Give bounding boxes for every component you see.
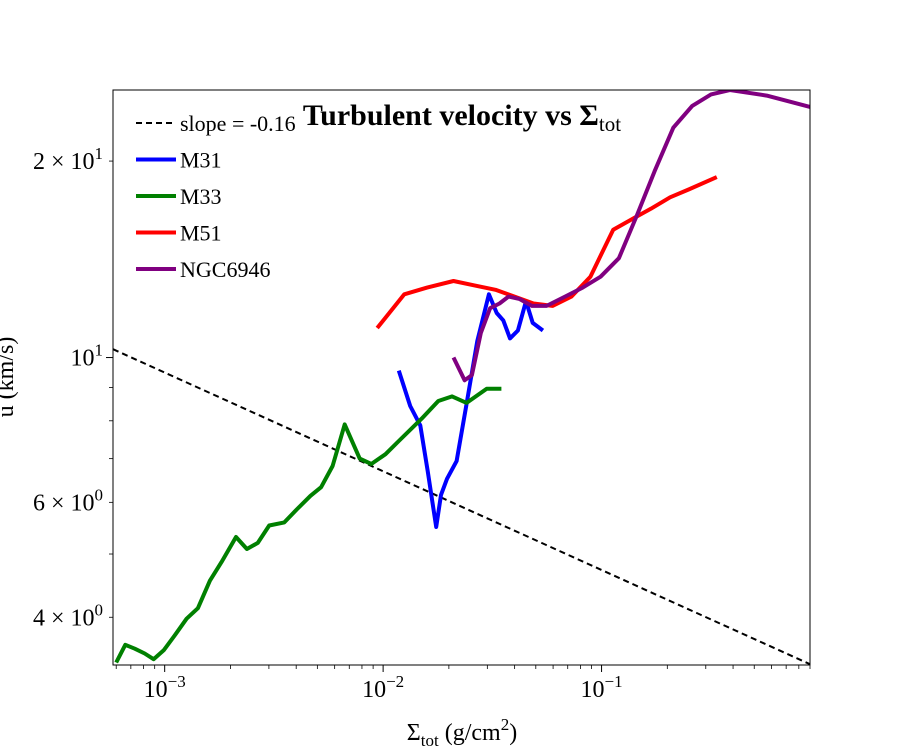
x-axis-label: Σtot (g/cm2) bbox=[407, 715, 517, 750]
series-layer bbox=[113, 90, 810, 665]
y-tick-label: 4 × 100 bbox=[33, 600, 103, 631]
y-tick-label: 101 bbox=[71, 341, 104, 372]
series-line-slope-0-16 bbox=[113, 348, 810, 665]
series-line-m33 bbox=[114, 386, 502, 664]
y-tick-label: 2 × 101 bbox=[33, 144, 103, 175]
axis-ticks: 10−3 10−2 10−1 4 × 100 6 × 100 101 2 × 101 bbox=[33, 144, 811, 703]
legend-label-slope-0-16: slope = -0.16 bbox=[180, 111, 296, 136]
legend-label-m33: M33 bbox=[180, 184, 222, 209]
x-tick-label: 10−1 bbox=[581, 672, 623, 703]
series-line-m51 bbox=[375, 175, 718, 330]
legend-label-m31: M31 bbox=[180, 148, 222, 173]
x-tick-label: 10−3 bbox=[144, 672, 186, 703]
legend: slope = -0.16 M31 M33 M51 NGC6946 bbox=[136, 111, 296, 282]
chart-title: Turbulent velocity vs Σtot bbox=[303, 99, 621, 136]
series-line-ngc6946 bbox=[451, 90, 810, 383]
legend-label-m51: M51 bbox=[180, 221, 222, 246]
legend-label-ngc6946: NGC6946 bbox=[180, 257, 270, 282]
x-tick-label: 10−2 bbox=[362, 672, 404, 703]
y-tick-label: 6 × 100 bbox=[33, 485, 103, 516]
y-axis-label: u (km/s) bbox=[0, 337, 19, 418]
series-line-m31 bbox=[396, 292, 545, 529]
plot-frame bbox=[112, 89, 811, 666]
